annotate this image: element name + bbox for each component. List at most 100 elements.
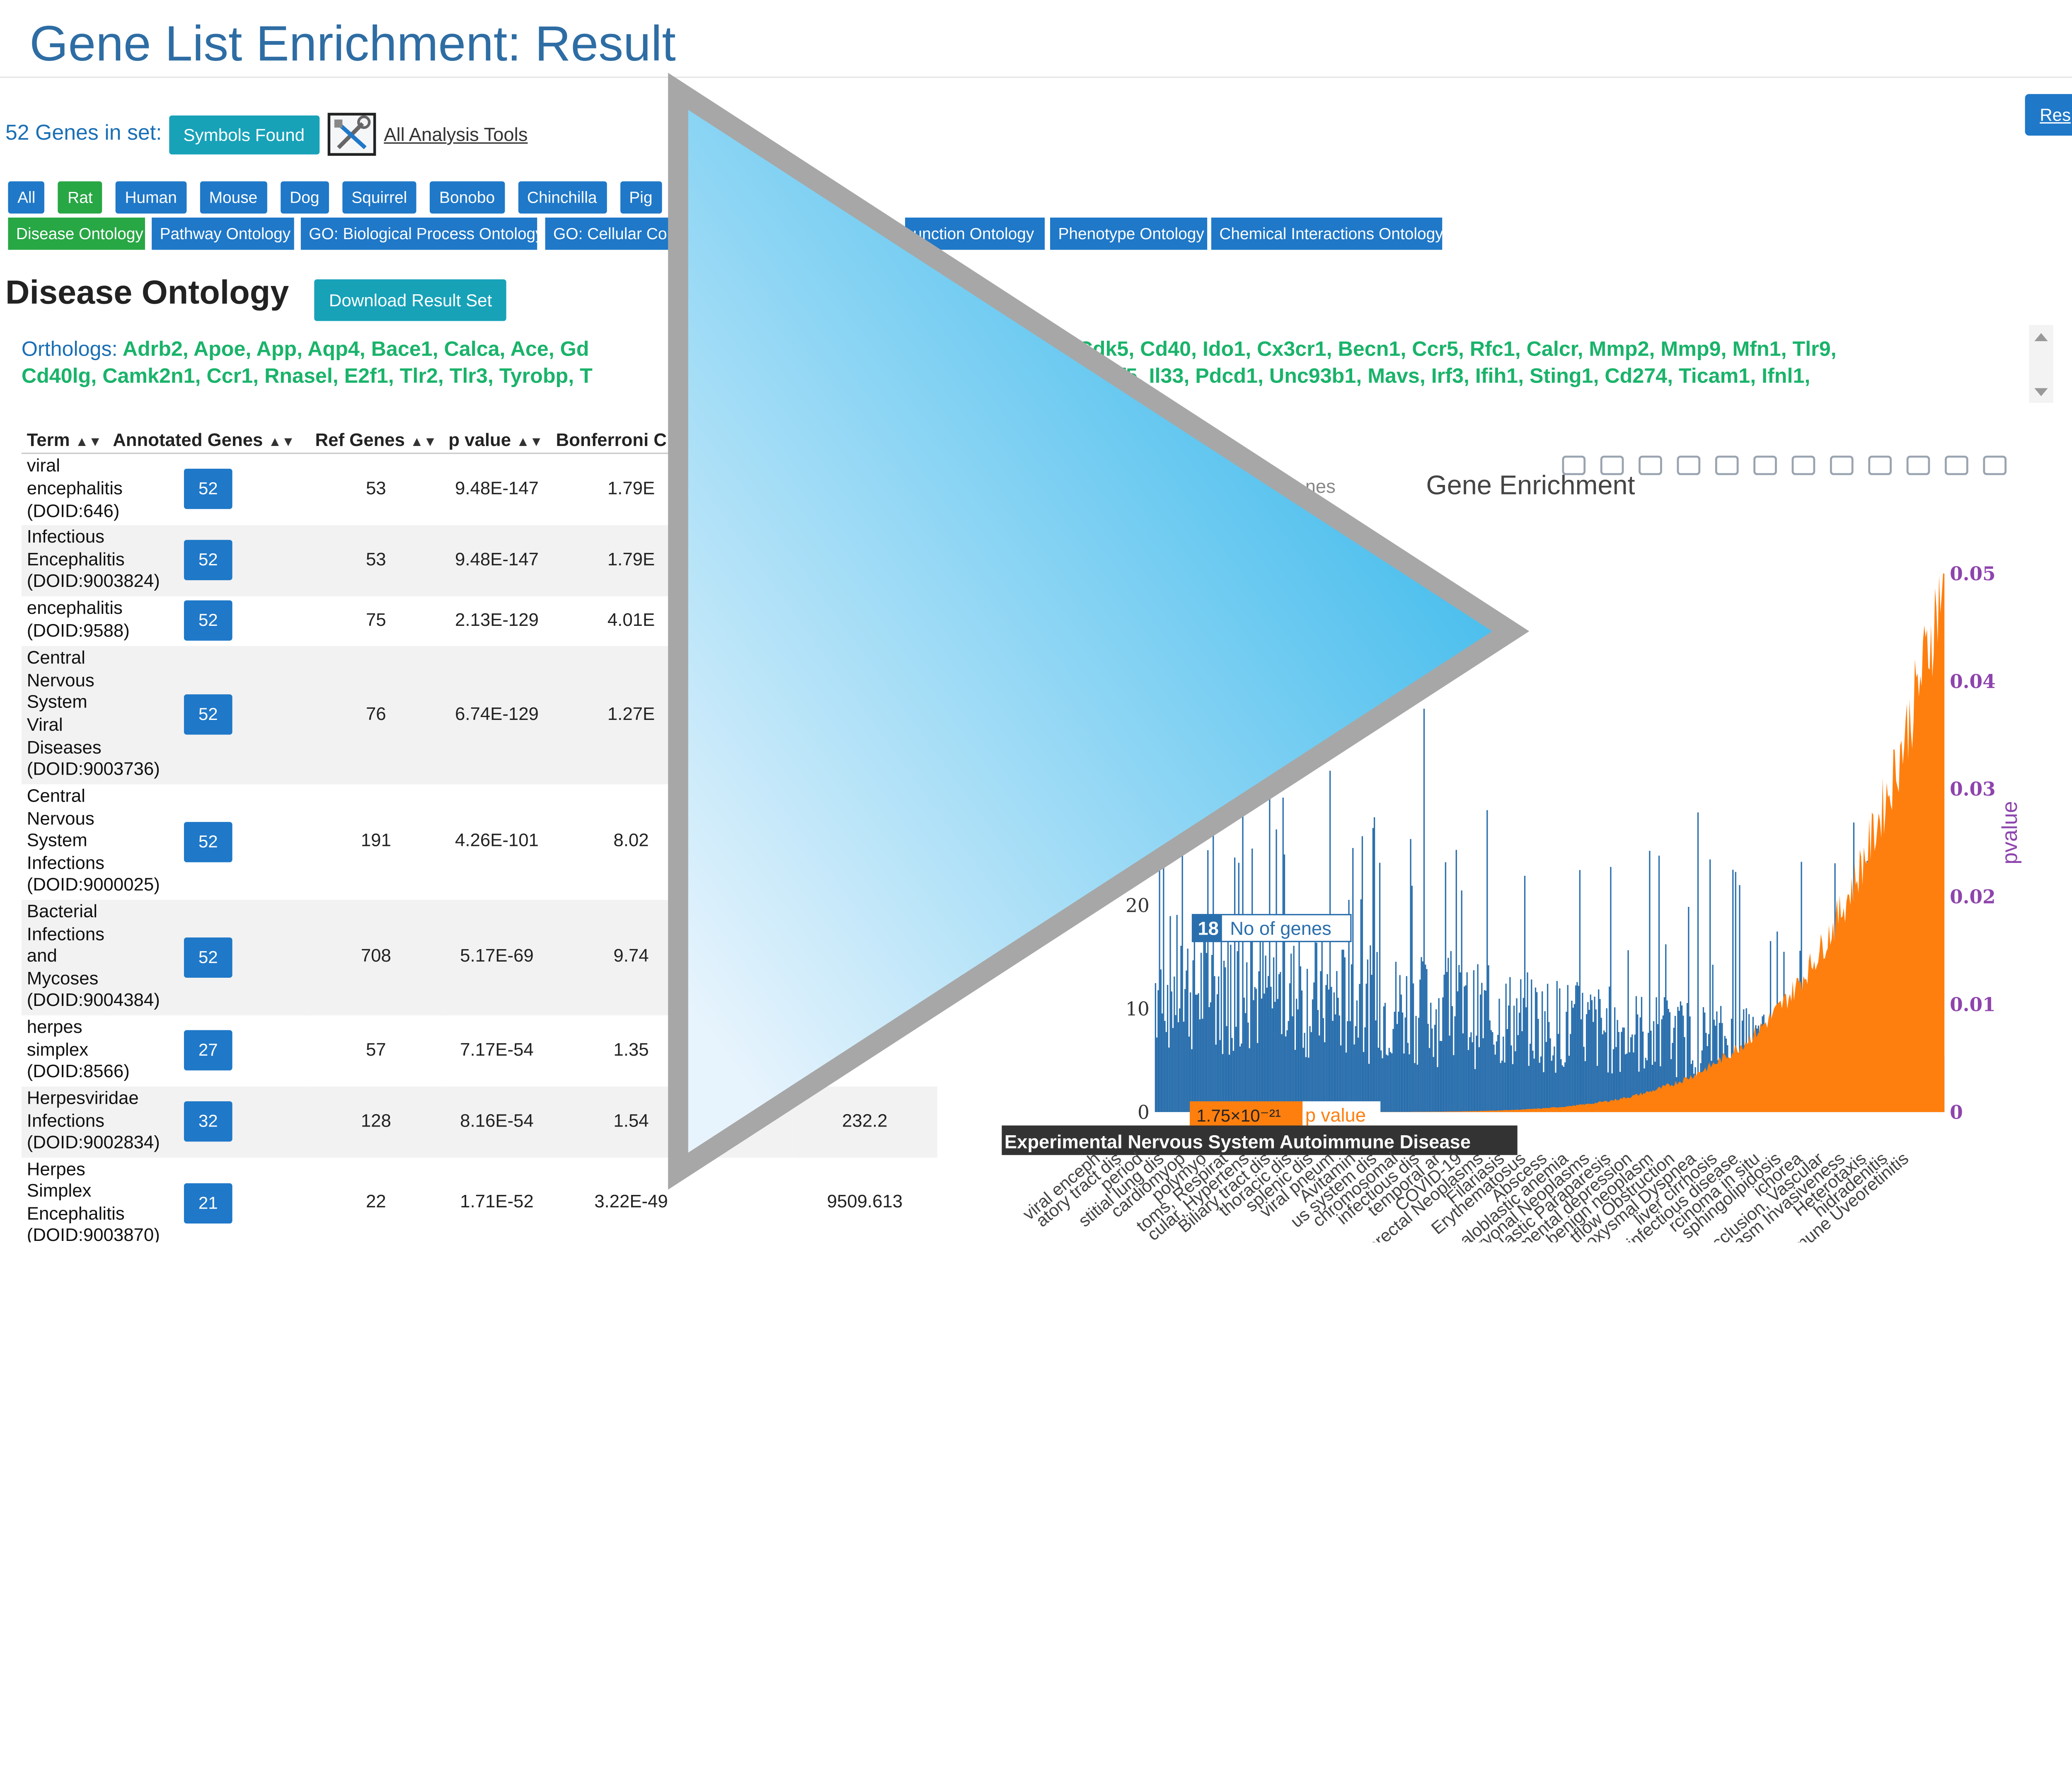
- cell-ref-genes: 57: [366, 1039, 386, 1059]
- col-annotated-genes[interactable]: Annotated Genes ▲▼: [107, 427, 309, 454]
- gene-count-bar: [1386, 1054, 1387, 1112]
- table-row[interactable]: Infectious Encephalitis (DOID:9003824) 52…: [21, 524, 937, 596]
- cell-annotated-genes[interactable]: 52: [107, 899, 309, 1015]
- annotated-genes-badge[interactable]: 52: [184, 600, 232, 641]
- gene-count-bar: [1528, 1066, 1530, 1112]
- zoom-out-icon[interactable]: [1791, 456, 1815, 475]
- tab-pathway-ontology[interactable]: Pathway Ontology: [152, 217, 294, 250]
- gene-count-bar: [1347, 1021, 1348, 1112]
- tab-go-cellular-component[interactable]: GO: Cellular Com: [545, 217, 680, 250]
- tab-bonobo[interactable]: Bonobo: [430, 181, 504, 214]
- tab-squirrel[interactable]: Squirrel: [342, 181, 416, 214]
- gene-count-bar: [1590, 994, 1591, 1112]
- col-ref-genes[interactable]: Ref Genes ▲▼: [309, 427, 443, 454]
- hover-compare-icon[interactable]: [1983, 456, 2007, 475]
- table-row[interactable]: viral encephalitis (DOID:646) 52 53 9.48E-1…: [22, 453, 937, 525]
- cell-annotated-genes[interactable]: 52: [107, 784, 309, 899]
- table-row[interactable]: Herpes Simplex Encephalitis (DOID:900387…: [22, 1157, 937, 1243]
- gene-count-bar: [1218, 976, 1220, 1112]
- sort-icon[interactable]: ▲▼: [410, 435, 437, 450]
- gene-count-bar: [1404, 1017, 1406, 1112]
- pan-icon[interactable]: [1639, 456, 1662, 475]
- lasso-icon[interactable]: [1715, 456, 1739, 475]
- cell-annotated-genes[interactable]: 27: [107, 1015, 309, 1086]
- zoom-in-icon[interactable]: [1753, 456, 1777, 475]
- autoscale-icon[interactable]: [1830, 456, 1854, 475]
- orthologs-scrollbar[interactable]: [2029, 325, 2053, 403]
- gene-count-bar: [1282, 797, 1284, 1112]
- tab-all[interactable]: All: [8, 181, 45, 214]
- tab-rat[interactable]: Rat: [58, 181, 102, 214]
- camera-icon[interactable]: [1562, 456, 1586, 475]
- tab-phenotype-ontology[interactable]: Phenotype Ontology: [1050, 217, 1208, 250]
- table-row[interactable]: encephalitis (DOID:9588) 52 75 2.13E-129 4.0…: [22, 596, 937, 645]
- table-row[interactable]: Central Nervous System Viral Diseases (D…: [21, 645, 937, 784]
- gene-count-bar: [1333, 992, 1335, 1112]
- gene-count-bar: [1219, 1040, 1221, 1112]
- annotated-genes-badge[interactable]: 27: [184, 1030, 232, 1071]
- result-button[interactable]: Res: [2025, 94, 2072, 136]
- scroll-down-icon[interactable]: [2034, 388, 2048, 396]
- cell-annotated-genes[interactable]: 52: [107, 524, 309, 596]
- gene-count-bar: [1341, 950, 1343, 1112]
- table-row[interactable]: Herpesviridae Infections (DOID:9002834) 3…: [21, 1085, 937, 1157]
- gene-count-bar: [1504, 1062, 1506, 1112]
- scroll-up-icon[interactable]: [2034, 333, 2048, 342]
- gene-count-bar: [1175, 1015, 1176, 1112]
- box-select-icon[interactable]: [1677, 456, 1701, 475]
- gene-count-bar: [1449, 1035, 1450, 1112]
- all-analysis-tools-link[interactable]: All Analysis Tools: [384, 124, 528, 145]
- cell-annotated-genes[interactable]: 52: [107, 453, 309, 525]
- tab-chemical-interactions-ontology[interactable]: Chemical Interactions Ontology: [1211, 217, 1443, 250]
- cell-p-value: 8.16E-54: [443, 1085, 551, 1157]
- symbols-found-button[interactable]: Symbols Found: [168, 115, 320, 154]
- gene-count-bar: [1609, 986, 1610, 1112]
- col-6[interactable]: [712, 427, 792, 454]
- annotated-genes-badge[interactable]: 52: [184, 694, 232, 735]
- table-row[interactable]: herpes simplex (DOID:8566) 27 57 7.17E-54 1.…: [22, 1015, 937, 1086]
- sort-icon[interactable]: ▲▼: [516, 435, 543, 450]
- gene-count-bar: [1253, 1000, 1254, 1112]
- cell-annotated-genes[interactable]: 32: [107, 1085, 309, 1157]
- home-icon[interactable]: [1868, 456, 1892, 475]
- sort-icon[interactable]: ▲▼: [75, 435, 102, 450]
- tab-human[interactable]: Human: [115, 181, 186, 214]
- tab-go-molecular-function[interactable]: unction Ontology: [905, 217, 1045, 250]
- tab-mouse[interactable]: Mouse: [199, 181, 267, 214]
- col-bonferroni[interactable]: Bonferroni C: [550, 427, 712, 454]
- col-term[interactable]: Term ▲▼: [21, 427, 108, 454]
- tab-dog[interactable]: Dog: [280, 181, 329, 214]
- gene-count-bar: [1686, 1003, 1688, 1112]
- analysis-tools-icon[interactable]: [327, 113, 376, 156]
- download-result-set-button[interactable]: Download Result Set: [314, 279, 507, 321]
- annotated-genes-badge[interactable]: 52: [184, 540, 232, 580]
- cell-annotated-genes[interactable]: 52: [107, 645, 309, 784]
- cell-annotated-genes[interactable]: 21: [107, 1157, 309, 1243]
- spike-icon[interactable]: [1906, 456, 1930, 475]
- table-row[interactable]: Bacterial Infections and Mycoses (DOID:9…: [21, 899, 937, 1015]
- tab-disease-ontology[interactable]: Disease Ontology: [8, 217, 145, 250]
- annotated-genes-badge[interactable]: 21: [184, 1182, 232, 1224]
- cell-annotated-genes[interactable]: 52: [107, 596, 309, 645]
- gene-count-bar: [1312, 999, 1314, 1112]
- sort-icon[interactable]: ▲▼: [268, 435, 295, 450]
- chart-svg[interactable]: Gene Enrichmentnes0102000.010.020.030.04…: [970, 443, 2072, 1262]
- gene-count-bar: [1654, 1061, 1656, 1112]
- hover-closest-icon[interactable]: [1944, 456, 1968, 475]
- col-p-value[interactable]: p value ▲▼: [443, 427, 551, 454]
- gene-count-bar: [1306, 969, 1308, 1112]
- annotated-genes-badge[interactable]: 52: [184, 821, 232, 862]
- annotated-genes-badge[interactable]: 32: [184, 1101, 232, 1142]
- annotated-genes-badge[interactable]: 52: [184, 937, 232, 977]
- table-row[interactable]: Central Nervous System Infections (DOID:…: [22, 784, 937, 899]
- tab-pig[interactable]: Pig: [620, 181, 662, 214]
- gene-enrichment-chart[interactable]: Gene Enrichment nes 0 10 20 0 0.01 0.02 0.03 0.04…: [970, 443, 2072, 1262]
- gene-count-bar: [1280, 972, 1281, 1112]
- gene-count-bar: [1285, 1036, 1287, 1112]
- annotated-genes-badge[interactable]: 52: [184, 469, 232, 509]
- tab-go-biological-process[interactable]: GO: Biological Process Ontology: [300, 217, 537, 250]
- col-7[interactable]: [792, 427, 937, 454]
- tab-chinchilla[interactable]: Chinchilla: [518, 181, 607, 214]
- zoom-icon[interactable]: [1600, 456, 1624, 475]
- gene-count-bar: [1227, 940, 1229, 1112]
